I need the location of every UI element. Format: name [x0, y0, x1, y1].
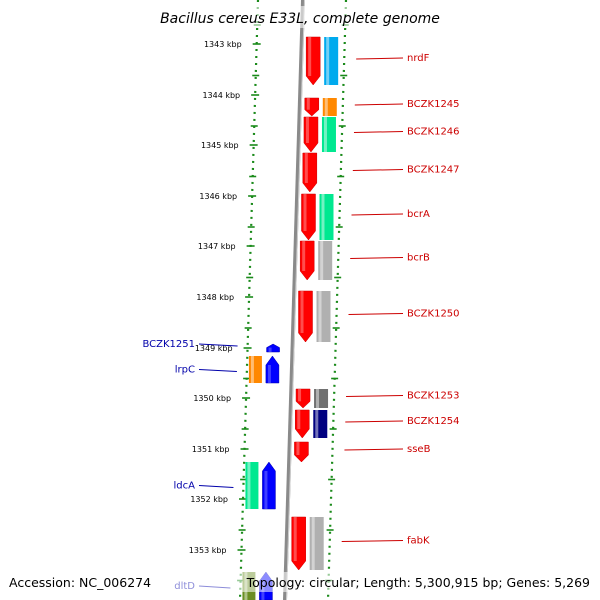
genome-title: Bacillus cereus E33L, complete genome	[160, 11, 440, 27]
gene-label-reverse[interactable]: ldcA	[174, 481, 196, 492]
gene-label-leader	[198, 369, 237, 372]
kbp-ruler: 1343 kbp 1344 kbp 1345 kbp 1346 kbp 1347 kbp…	[189, 0, 349, 600]
gene-label-leader	[350, 257, 404, 259]
gene-arrow-shading	[304, 153, 308, 183]
kbp-tick-label: 1348 kbp	[196, 293, 234, 302]
gene-label-forward[interactable]: sseB	[407, 444, 431, 455]
gene-label-leader	[351, 213, 404, 216]
gene-arrow-shading	[264, 471, 268, 509]
gene-label-leader	[198, 343, 238, 347]
cog-block-shading	[316, 389, 320, 408]
gene-label-forward[interactable]: bcrA	[407, 209, 430, 220]
kbp-tick-label: 1352 kbp	[190, 495, 228, 504]
gene-arrow-shading	[306, 98, 310, 110]
kbp-tick-label: 1351 kbp	[192, 445, 230, 454]
gene-label-leader	[348, 313, 404, 315]
cog-category-block	[313, 410, 328, 438]
gene-label-leader	[356, 57, 404, 60]
cog-block-shading	[321, 194, 325, 240]
genome-summary-text: Topology: circular; Length: 5,300,915 bp…	[246, 575, 590, 590]
kbp-tick-label: 1345 kbp	[201, 141, 239, 150]
genome-backbone-highlight	[286, 0, 305, 600]
backbone-layer	[283, 0, 305, 600]
cog-category-block	[319, 194, 334, 240]
gene-arrow-shading	[305, 117, 309, 143]
cog-block-shading	[320, 241, 324, 280]
kbp-tick-label: 1353 kbp	[189, 546, 227, 555]
gene-arrow-shading	[293, 517, 297, 561]
gene-arrow-reverse	[266, 343, 280, 353]
kbp-tick-label: 1350 kbp	[193, 394, 231, 403]
kbp-tick-label: 1349 kbp	[195, 344, 233, 353]
gene-arrow-shading	[300, 291, 304, 333]
footer-backdrop	[0, 572, 600, 592]
gene-arrow-shading	[302, 241, 306, 271]
cog-category-block	[322, 98, 337, 116]
gene-label-forward[interactable]: nrdF	[407, 53, 430, 64]
gene-label-forward[interactable]: bcrB	[407, 253, 430, 264]
cog-category-block	[321, 117, 336, 152]
gene-label-forward[interactable]: BCZK1253	[407, 391, 460, 402]
gene-arrow-shading	[303, 194, 307, 231]
gene-label-forward[interactable]: BCZK1254	[407, 416, 460, 427]
cog-category-block	[309, 517, 324, 570]
gene-label-forward[interactable]: BCZK1247	[407, 165, 460, 176]
gene-label-leader	[344, 448, 404, 451]
cog-block-shading	[311, 517, 315, 570]
kbp-tick-label: 1346 kbp	[199, 192, 237, 201]
gene-arrow-shading	[297, 410, 301, 429]
gene-arrow-shading	[268, 347, 272, 352]
gene-label-forward[interactable]: fabK	[407, 536, 430, 547]
kbp-tick-label: 1343 kbp	[204, 40, 242, 49]
inner-ruler-line	[238, 0, 260, 600]
gene-label-leader	[341, 540, 404, 542]
cog-block-shading	[324, 98, 328, 116]
cog-category-block	[245, 462, 259, 509]
gene-arrow-reverse	[265, 355, 280, 384]
kbp-tick-label: 1347 kbp	[198, 242, 236, 251]
gene-label-forward[interactable]: BCZK1250	[407, 309, 460, 320]
cog-category-block	[318, 241, 333, 280]
gene-label-reverse[interactable]: lrpC	[175, 365, 195, 376]
gene-arrow-shading	[298, 389, 302, 402]
gene-label-reverse[interactable]: BCZK1251	[142, 339, 195, 350]
cog-category-block	[316, 291, 331, 342]
gene-label-leader	[345, 420, 404, 423]
gene-label-leader	[352, 169, 404, 171]
gene-label-leader	[353, 131, 404, 133]
outer-ruler-line	[326, 0, 348, 600]
gene-label-forward[interactable]: BCZK1246	[407, 127, 460, 138]
gene-label-leader	[346, 395, 404, 397]
title-backdrop	[150, 6, 450, 28]
gene-arrow-reverse	[262, 461, 276, 510]
gene-label-forward[interactable]: BCZK1245	[407, 99, 460, 110]
cog-block-shading	[315, 410, 319, 438]
cog-category-block	[314, 389, 329, 408]
genome-backbone	[283, 0, 305, 600]
gene-label-leader	[354, 103, 404, 106]
kbp-tick-label: 1344 kbp	[202, 91, 240, 100]
gene-arrow-shading	[267, 365, 271, 383]
gene-arrow-shading	[296, 442, 300, 455]
gene-layer	[242, 36, 339, 600]
cog-block-shading	[326, 37, 330, 85]
cog-block-shading	[250, 356, 254, 383]
cog-block-shading	[318, 291, 322, 342]
gene-label-leader	[198, 485, 234, 488]
cog-block-shading	[323, 117, 327, 152]
cog-block-shading	[247, 462, 251, 509]
gene-arrow-shading	[308, 37, 312, 76]
accession-text: Accession: NC_006274	[9, 575, 151, 590]
cog-category-block	[324, 37, 339, 85]
cog-category-block	[248, 356, 262, 383]
